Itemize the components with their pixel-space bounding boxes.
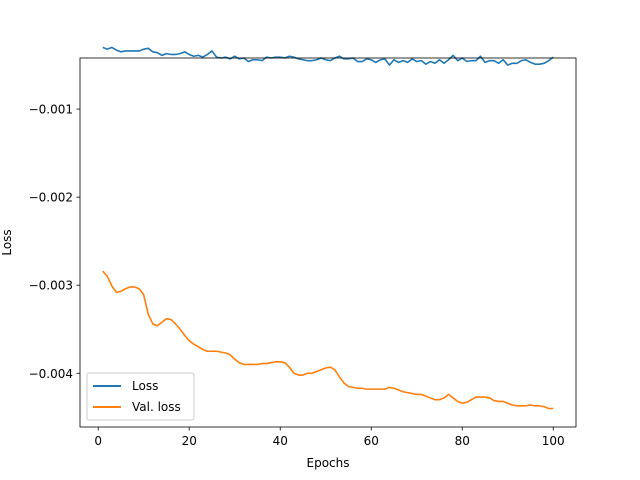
y-tick-label: −0.001 [29, 103, 73, 117]
x-tick-label: 0 [94, 434, 102, 448]
legend-box [86, 372, 195, 421]
series-line-loss [102, 46, 554, 66]
y-tick-label: −0.002 [29, 191, 73, 205]
legend-label-loss: Loss [132, 379, 158, 393]
y-axis-ticks: −0.001 −0.002 −0.003 −0.004 [29, 103, 80, 381]
plot-frame [79, 57, 577, 428]
y-tick-label: −0.003 [29, 279, 73, 293]
x-axis-label: Epochs [307, 456, 350, 470]
x-tick-label: 40 [273, 434, 288, 448]
y-tick-label: −0.004 [29, 367, 73, 381]
x-tick-label: 20 [182, 434, 197, 448]
x-tick-label: 60 [364, 434, 379, 448]
series-layer [102, 46, 554, 410]
x-tick-label: 80 [455, 434, 470, 448]
plot-area [80, 58, 576, 427]
legend: Loss Val. loss [86, 372, 195, 421]
y-axis-label: Loss [0, 229, 14, 255]
series-line-val-loss [102, 270, 554, 410]
x-axis-ticks: 0 20 40 60 80 100 [94, 427, 565, 448]
x-tick-label: 100 [542, 434, 565, 448]
legend-label-val-loss: Val. loss [132, 400, 181, 414]
